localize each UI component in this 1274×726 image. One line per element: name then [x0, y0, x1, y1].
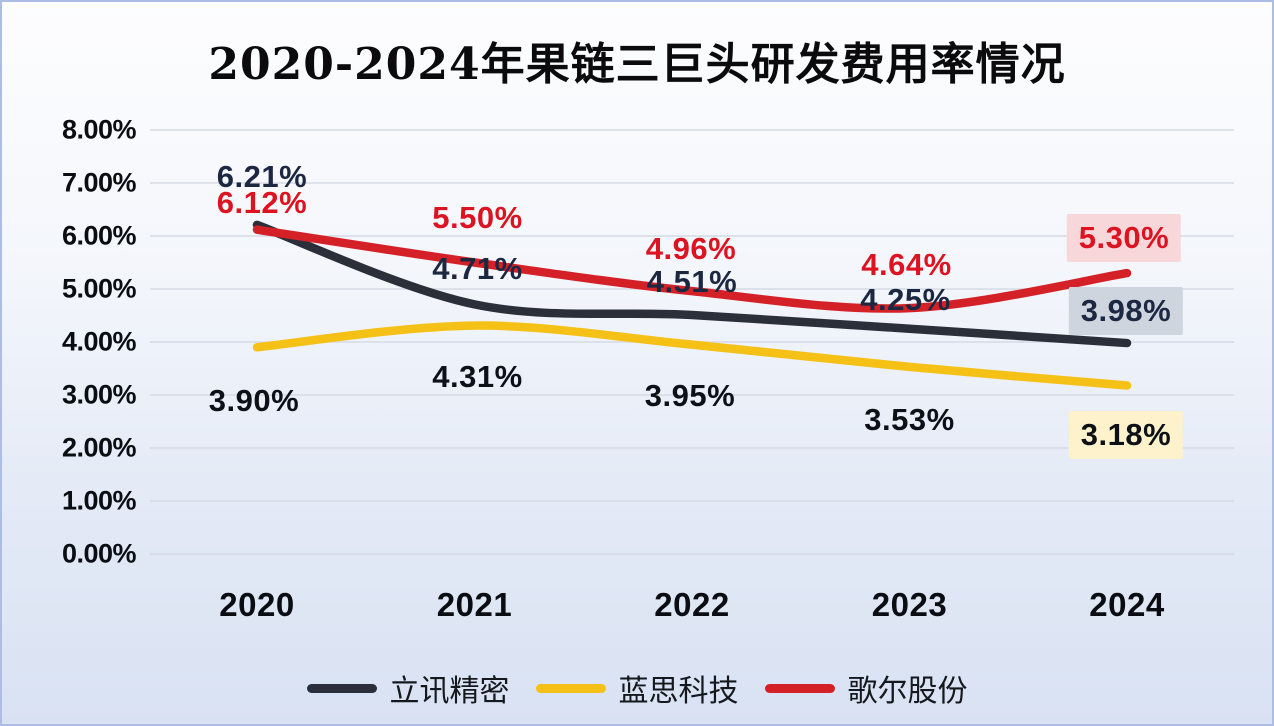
- data-label-1-2023: 3.53%: [864, 401, 955, 437]
- x-axis-tick: 2020: [219, 586, 295, 623]
- x-axis-tick: 2022: [654, 586, 730, 623]
- data-label-0-2022: 4.51%: [646, 263, 738, 299]
- data-label-0-2024: 3.98%: [1068, 287, 1184, 336]
- data-label-1-2020: 3.90%: [208, 383, 300, 419]
- y-axis-tick: 7.00%: [61, 167, 137, 198]
- legend-label: 蓝思科技: [618, 675, 739, 708]
- y-axis-tick: 8.00%: [61, 114, 137, 145]
- legend-label: 歌尔股份: [847, 675, 968, 708]
- legend-item-2: 歌尔股份: [764, 666, 968, 710]
- legend-swatch-icon: [764, 683, 835, 693]
- legend-swatch-icon: [535, 683, 606, 693]
- data-label-1-2021: 4.31%: [432, 358, 523, 394]
- data-label-2-2024: 5.30%: [1066, 214, 1182, 263]
- chart-legend: 立讯精密 蓝思科技 歌尔股份: [2, 666, 1272, 710]
- data-label-2-2023: 4.64%: [861, 247, 952, 283]
- legend-swatch-icon: [306, 683, 377, 693]
- legend-label: 立讯精密: [389, 675, 510, 708]
- series-line-0: [252, 220, 1132, 348]
- data-label-1-2024: 3.18%: [1068, 411, 1184, 460]
- x-axis-tick: 2023: [871, 586, 948, 623]
- data-label-2-2022: 4.96%: [645, 231, 737, 267]
- y-axis-tick: 4.00%: [61, 326, 137, 357]
- y-axis-tick: 6.00%: [61, 220, 137, 251]
- data-label-2-2021: 5.50%: [432, 199, 523, 235]
- y-axis-tick: 1.00%: [61, 485, 137, 516]
- series-line-1: [252, 321, 1132, 390]
- y-axis-tick: 2.00%: [61, 432, 137, 463]
- x-axis-tick: 2024: [1089, 586, 1165, 623]
- legend-item-1: 蓝思科技: [535, 666, 739, 710]
- data-label-0-2021: 4.71%: [432, 251, 523, 287]
- series-line-2: [252, 225, 1132, 313]
- y-axis-tick: 5.00%: [61, 273, 137, 304]
- data-label-0-2020: 6.21%: [216, 158, 308, 194]
- x-axis-tick: 2021: [436, 586, 513, 623]
- y-axis-tick: 3.00%: [61, 379, 137, 410]
- legend-item-0: 立讯精密: [306, 666, 510, 710]
- data-label-0-2023: 4.25%: [860, 281, 951, 317]
- data-label-1-2022: 3.95%: [644, 377, 736, 413]
- chart-title: 2020-2024年果链三巨头研发费用率情况: [208, 39, 1066, 90]
- y-axis-tick: 0.00%: [61, 538, 137, 569]
- data-label-2-2020: 6.12%: [216, 184, 308, 220]
